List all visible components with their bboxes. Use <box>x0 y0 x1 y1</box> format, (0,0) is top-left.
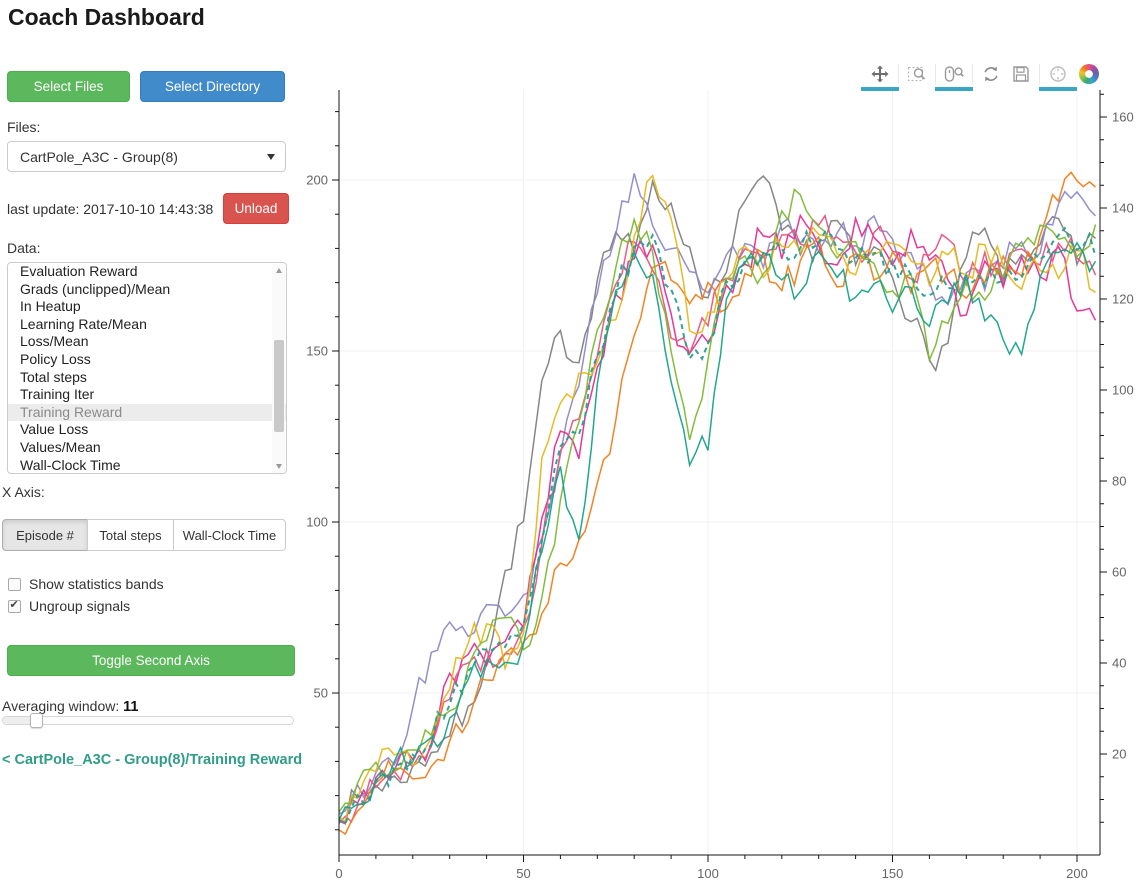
svg-text:200: 200 <box>1066 866 1088 881</box>
scrollbar-thumb[interactable] <box>273 340 284 432</box>
last-update-text: last update: 2017-10-10 14:43:38 <box>7 201 214 217</box>
breadcrumb-link[interactable]: < CartPole_A3C - Group(8)/Training Rewar… <box>2 752 303 768</box>
data-list-item[interactable]: Policy Loss <box>20 350 91 367</box>
data-list-item[interactable]: Training Reward <box>8 403 286 422</box>
bokeh-logo-icon[interactable] <box>1079 64 1099 84</box>
x-axis-button-group: Episode # Total steps Wall-Clock Time <box>2 519 286 551</box>
svg-text:140: 140 <box>1112 201 1134 216</box>
data-list-item[interactable]: Wall-Clock Time <box>20 456 121 473</box>
data-list-item[interactable]: Total steps <box>20 368 87 385</box>
svg-text:120: 120 <box>1112 292 1134 307</box>
select-files-button[interactable]: Select Files <box>7 71 130 102</box>
y-axis-left: 50 100 150 200 <box>306 111 339 831</box>
data-list-item[interactable]: Value Loss <box>20 421 89 438</box>
files-dropdown-value: CartPole_A3C - Group(8) <box>20 148 178 165</box>
data-list-item[interactable]: Loss/Mean <box>20 333 89 350</box>
svg-text:20: 20 <box>1112 747 1126 762</box>
averaging-window-label: Averaging window: 11 <box>2 698 139 715</box>
x-axis: 0 50 100 150 200 <box>335 855 1088 881</box>
caret-down-icon <box>267 153 275 160</box>
data-list-item[interactable]: Training Iter <box>20 386 95 403</box>
x-axis-option-episode-[interactable]: Episode # <box>2 519 88 551</box>
show-statistics-bands-row: Show statistics bands <box>8 576 164 592</box>
slider-fill <box>3 717 33 724</box>
series-6-line <box>339 174 1096 823</box>
averaging-window-value: 11 <box>123 699 139 715</box>
data-list-item[interactable]: Values/Mean <box>20 438 101 455</box>
toolbar-divider <box>972 64 973 84</box>
wheel-zoom-tool-button[interactable] <box>935 61 973 91</box>
training-reward-chart[interactable]: 0 50 100 150 200 50 100 150 200 20 40 60 80 100 120 140… <box>290 55 1142 881</box>
svg-text:100: 100 <box>306 515 328 530</box>
series-4-line <box>339 213 1097 824</box>
svg-text:150: 150 <box>306 344 328 359</box>
files-dropdown[interactable]: CartPole_A3C - Group(8) <box>7 141 286 172</box>
series-5-line <box>339 171 1096 836</box>
svg-text:100: 100 <box>1112 383 1134 398</box>
ungroup-signals-label: Ungroup signals <box>29 598 131 614</box>
data-list-item[interactable]: Evaluation Reward <box>20 263 138 279</box>
data-list-item[interactable]: In Heatup <box>20 298 81 315</box>
x-axis-option-total-steps[interactable]: Total steps <box>87 519 174 551</box>
svg-text:50: 50 <box>516 866 530 881</box>
axes: 0 50 100 150 200 50 100 150 200 20 40 60 80 100 120 140… <box>306 93 1134 881</box>
scroll-up-icon[interactable] <box>272 264 285 277</box>
svg-text:40: 40 <box>1112 656 1126 671</box>
plot-panel: 0 50 100 150 200 50 100 150 200 20 40 60 80 100 120 140… <box>290 55 1142 881</box>
toolbar-divider <box>1039 64 1040 84</box>
select-directory-button[interactable]: Select Directory <box>140 71 285 102</box>
svg-text:200: 200 <box>306 173 328 188</box>
data-list-item[interactable]: Learning Rate/Mean <box>20 315 147 332</box>
scroll-down-icon[interactable] <box>272 460 285 473</box>
save-tool-button[interactable] <box>1008 61 1034 87</box>
box-zoom-tool-button[interactable] <box>904 61 930 87</box>
toolbar-divider <box>898 64 899 84</box>
svg-text:80: 80 <box>1112 474 1126 489</box>
toggle-second-axis-button[interactable]: Toggle Second Axis <box>7 645 295 676</box>
y-axis-right: 20 40 60 80 100 120 140 160 <box>1100 93 1134 823</box>
svg-text:160: 160 <box>1112 110 1134 125</box>
reset-tool-button[interactable] <box>978 61 1004 87</box>
show-statistics-bands-checkbox[interactable] <box>8 577 21 591</box>
svg-text:0: 0 <box>335 866 342 881</box>
grid-lines <box>339 90 1100 855</box>
ungroup-signals-row: Ungroup signals <box>8 598 130 614</box>
toolbar-divider <box>935 64 936 84</box>
data-listbox[interactable]: Evaluation Reward Grads (unclipped)/Mean I… <box>7 262 287 474</box>
x-axis-option-wall-clock-time[interactable]: Wall-Clock Time <box>173 519 286 551</box>
svg-text:100: 100 <box>697 866 719 881</box>
page-title: Coach Dashboard <box>8 4 205 30</box>
series-1-line <box>339 174 1096 825</box>
show-statistics-bands-label: Show statistics bands <box>29 576 164 592</box>
svg-text:50: 50 <box>314 686 328 701</box>
chart-series <box>339 171 1097 836</box>
pan-tool-button[interactable] <box>861 61 899 91</box>
ungroup-signals-checkbox[interactable] <box>8 598 21 613</box>
files-label: Files: <box>7 119 41 135</box>
svg-text:150: 150 <box>882 866 904 881</box>
plot-toolbar <box>861 57 1099 91</box>
hover-tool-button[interactable] <box>1039 61 1077 91</box>
data-list-item[interactable]: Grads (unclipped)/Mean <box>20 280 171 297</box>
data-label: Data: <box>7 240 41 256</box>
listbox-scrollbar[interactable] <box>272 264 285 473</box>
unload-button[interactable]: Unload <box>223 193 289 224</box>
svg-text:60: 60 <box>1112 565 1126 580</box>
x-axis-label: X Axis: <box>2 484 45 500</box>
averaging-window-slider[interactable] <box>2 713 294 728</box>
slider-thumb[interactable] <box>30 713 43 728</box>
series-2-line <box>339 173 1097 815</box>
